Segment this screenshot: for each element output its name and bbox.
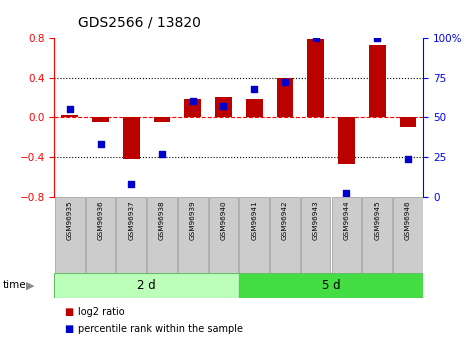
- Bar: [147, 197, 177, 273]
- Text: ■: ■: [64, 325, 73, 334]
- Point: [374, 35, 381, 41]
- Bar: [123, 117, 140, 159]
- Text: 5 d: 5 d: [322, 279, 341, 292]
- Text: GSM96940: GSM96940: [220, 200, 227, 240]
- Text: GSM96937: GSM96937: [128, 200, 134, 240]
- Text: GSM96939: GSM96939: [190, 200, 196, 240]
- Bar: [86, 197, 115, 273]
- Bar: [270, 197, 300, 273]
- Text: ▶: ▶: [26, 280, 35, 290]
- Bar: [307, 39, 324, 117]
- Bar: [92, 117, 109, 122]
- Bar: [332, 197, 361, 273]
- Text: time: time: [2, 280, 26, 290]
- Bar: [239, 273, 423, 298]
- Point: [251, 86, 258, 91]
- Text: GSM96946: GSM96946: [405, 200, 411, 240]
- Bar: [215, 97, 232, 117]
- Bar: [246, 99, 263, 117]
- Point: [96, 141, 104, 147]
- Point: [66, 107, 74, 112]
- Bar: [116, 197, 146, 273]
- Bar: [178, 197, 208, 273]
- Point: [189, 99, 197, 104]
- Bar: [277, 78, 293, 117]
- Bar: [209, 197, 238, 273]
- Text: GSM96938: GSM96938: [159, 200, 165, 240]
- Bar: [184, 99, 201, 117]
- Bar: [362, 197, 392, 273]
- Point: [219, 104, 227, 109]
- Bar: [400, 117, 416, 127]
- Text: GSM96941: GSM96941: [251, 200, 257, 240]
- Bar: [61, 115, 78, 117]
- Text: log2 ratio: log2 ratio: [78, 307, 125, 317]
- Bar: [393, 197, 423, 273]
- Point: [158, 151, 166, 157]
- Text: GSM96936: GSM96936: [97, 200, 104, 240]
- Point: [128, 181, 135, 187]
- Bar: [54, 273, 239, 298]
- Point: [281, 80, 289, 85]
- Point: [404, 156, 412, 161]
- Bar: [301, 197, 331, 273]
- Bar: [239, 197, 269, 273]
- Bar: [369, 45, 385, 117]
- Text: GSM96935: GSM96935: [67, 200, 73, 240]
- Text: percentile rank within the sample: percentile rank within the sample: [78, 325, 243, 334]
- Text: 2 d: 2 d: [137, 279, 156, 292]
- Text: ■: ■: [64, 307, 73, 317]
- Text: GSM96943: GSM96943: [313, 200, 319, 240]
- Point: [312, 35, 320, 41]
- Text: GSM96945: GSM96945: [374, 200, 380, 240]
- Text: GSM96944: GSM96944: [343, 200, 350, 240]
- Text: GDS2566 / 13820: GDS2566 / 13820: [78, 16, 201, 30]
- Point: [342, 191, 350, 196]
- Bar: [55, 197, 85, 273]
- Bar: [154, 117, 170, 122]
- Bar: [338, 117, 355, 164]
- Text: GSM96942: GSM96942: [282, 200, 288, 240]
